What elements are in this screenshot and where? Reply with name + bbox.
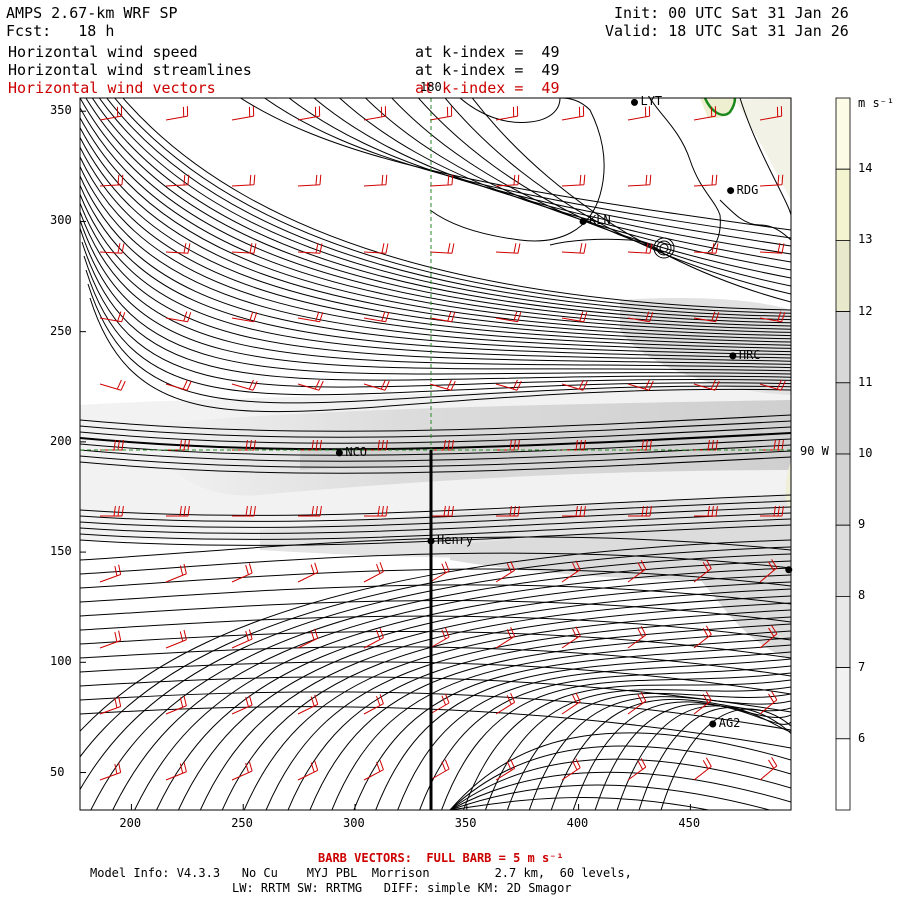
- station-marker: [729, 352, 737, 360]
- barb-note: BARB VECTORS: FULL BARB = 5 m s⁻¹: [318, 851, 564, 865]
- field-streamlines: Horizontal wind streamlines: [8, 61, 252, 79]
- colorbar-level: 9: [858, 517, 866, 532]
- field-streamlines-level: at k-index = 49: [415, 61, 560, 79]
- colorbar-level: 8: [858, 588, 866, 603]
- field-wind-speed: Horizontal wind speed: [8, 43, 198, 61]
- y-tick-label: 50: [50, 764, 65, 779]
- station-label: NCO: [345, 444, 368, 459]
- colorbar-level: 10: [858, 446, 873, 460]
- y-tick-label: 200: [50, 433, 72, 448]
- station-label: AG2: [718, 716, 741, 731]
- x-tick-label: 300: [343, 816, 365, 830]
- x-tick-label: 450: [678, 816, 701, 830]
- y-tick-label: 350: [50, 103, 72, 118]
- x-tick-label: 200: [119, 816, 142, 830]
- y-tick-label: 250: [50, 323, 72, 338]
- streamlines: [80, 98, 791, 810]
- colorbar-level: 6: [858, 730, 866, 745]
- init-time: Init: 00 UTC Sat 31 Jan 26: [614, 4, 849, 22]
- colorbar-units: m s⁻¹: [858, 96, 895, 110]
- station-marker: [727, 187, 735, 195]
- model-title: AMPS 2.67-km WRF SP: [6, 4, 178, 22]
- physics-info: LW: RRTM SW: RRTMG DIFF: simple KM: 2D S…: [232, 881, 572, 895]
- coastlines: [429, 98, 791, 259]
- colorbar-level: 14: [858, 161, 873, 176]
- colorbar: [835, 97, 851, 811]
- x-tick-label: 400: [566, 816, 589, 830]
- y-tick-label: 150: [50, 544, 72, 559]
- colorbar-level: 7: [858, 659, 866, 674]
- y-tick-label: 100: [50, 654, 72, 669]
- plot-frame: [79, 97, 792, 811]
- station-marker: [427, 537, 435, 545]
- station-marker: [630, 98, 638, 106]
- station-label: KLN: [589, 213, 611, 228]
- y-tick-label: 300: [50, 213, 72, 228]
- x-tick-label: 350: [454, 816, 477, 830]
- valid-time: Valid: 18 UTC Sat 31 Jan 26: [605, 22, 849, 40]
- station-marker: [709, 720, 717, 728]
- station-marker: [579, 217, 587, 225]
- field-vectors-level: at k-index = 49: [415, 79, 560, 97]
- lon-top-label: 180: [420, 80, 442, 94]
- wind-barbs: [99, 106, 786, 781]
- station-label: HRC: [738, 347, 761, 362]
- station-label: RDG: [736, 182, 759, 197]
- colorbar-level: 13: [858, 232, 873, 247]
- station-marker: [335, 449, 343, 457]
- lon-right-label: 90 W: [800, 444, 829, 458]
- x-tick-label: 250: [231, 816, 253, 830]
- field-wind-speed-level: at k-index = 49: [415, 43, 560, 61]
- station-label: Henry: [437, 533, 474, 548]
- axis-ticks: [80, 110, 691, 810]
- colorbar-level: 12: [858, 303, 873, 318]
- station-label: LYT: [640, 94, 663, 109]
- forecast-hour: Fcst: 18 h: [6, 22, 115, 40]
- field-vectors: Horizontal wind vectors: [8, 79, 216, 97]
- model-info: Model Info: V4.3.3 No Cu MYJ PBL Morriso…: [90, 866, 632, 880]
- colorbar-level: 11: [858, 374, 873, 389]
